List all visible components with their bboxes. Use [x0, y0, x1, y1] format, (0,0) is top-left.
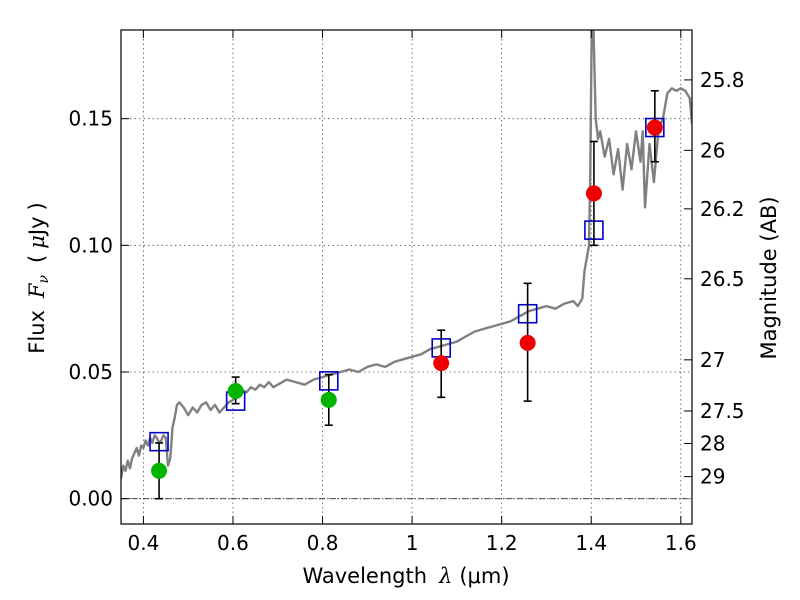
- y2-tick-label-1: 26: [700, 138, 725, 162]
- y2-tick-label-0: 25.8: [700, 68, 745, 92]
- y-axis-label: Flux Fν ( μJy): [25, 202, 52, 353]
- x-tick-label-6: 1.6: [665, 531, 697, 555]
- x-tick-label-1: 0.6: [217, 531, 249, 555]
- x-axis-label: Wavelength λ (μm): [302, 564, 509, 588]
- plot-frame: [120, 29, 693, 525]
- observed-point-2-1: [519, 334, 536, 351]
- ticks: 0.4 0.6 0.8 1 1.2 1.4 1.6 0.00 0.05 0.10 0.15 25.8 2…: [68, 30, 745, 555]
- x-axis-label-unit: (μm): [459, 564, 509, 588]
- y-axis-label-word: Flux: [25, 310, 49, 354]
- x-tick-label-3: 1: [406, 531, 419, 555]
- y2-axis-label: Magnitude (AB): [757, 196, 781, 359]
- y2-tick-label-4: 27: [700, 348, 725, 372]
- y-tick-label-2: 0.10: [68, 233, 113, 257]
- x-tick-label-4: 1.2: [486, 531, 518, 555]
- data-points-layer: [149, 90, 665, 500]
- observed-point-1-0: [151, 462, 168, 479]
- y-axis-label-unit-open: (: [25, 255, 49, 263]
- model-spectrum-layer: [121, 30, 692, 479]
- x-axis-label-symbol: λ: [438, 564, 452, 588]
- x-tick-label-2: 0.8: [307, 531, 339, 555]
- y2-tick-label-2: 26.2: [700, 197, 745, 221]
- x-axis-label-word: Wavelength: [302, 564, 427, 588]
- y-tick-label-1: 0.05: [68, 360, 113, 384]
- observed-point-1-1: [227, 383, 244, 399]
- grid: [121, 30, 692, 524]
- observed-point-1-2: [320, 391, 337, 408]
- y-tick-label-3: 0.15: [68, 107, 113, 131]
- y2-tick-label-3: 26.5: [700, 267, 745, 291]
- observed-point-2-0: [433, 355, 450, 372]
- y-axis-label-unit-close: ): [25, 202, 49, 210]
- y2-tick-label-5: 27.5: [700, 399, 745, 423]
- y2-tick-label-7: 29: [700, 465, 725, 489]
- model-spectrum-line: [121, 30, 692, 479]
- observed-point-2-3: [646, 119, 663, 136]
- y-axis-label-subscript: ν: [36, 274, 52, 283]
- observed-point-2-2: [585, 185, 602, 202]
- y-axis-label-symbol: F: [25, 282, 49, 299]
- x-tick-label-0: 0.4: [127, 531, 159, 555]
- y2-tick-label-6: 28: [700, 431, 725, 455]
- y-axis-label-unit-rest: Jy: [25, 216, 49, 237]
- y-axis-label-unit-mu: μ: [25, 235, 49, 249]
- y-tick-label-0: 0.00: [68, 487, 113, 511]
- x-tick-label-5: 1.4: [575, 531, 607, 555]
